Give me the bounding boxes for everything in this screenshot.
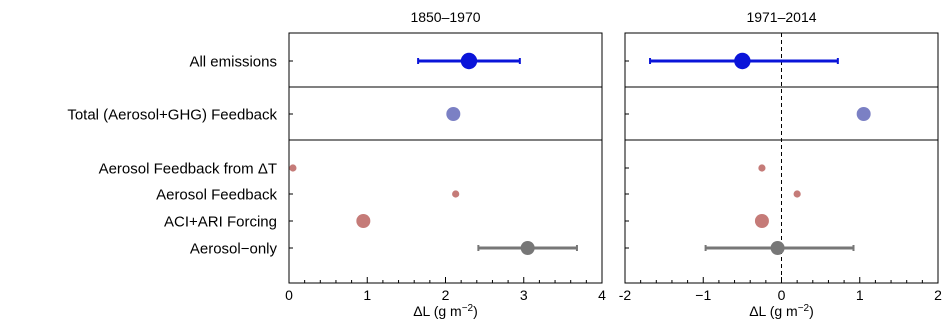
x-axis-label-exponent: −2 (798, 303, 810, 314)
x-axis-label-close: ) (473, 303, 478, 319)
panel-title: 1971–2014 (746, 9, 816, 25)
row-label: All emissions (189, 54, 277, 71)
x-axis-label-exponent: −2 (462, 303, 474, 314)
data-point (289, 164, 297, 172)
x-tick-label: −1 (695, 287, 711, 303)
data-point (734, 52, 751, 70)
panel-1971-2014: -2 −1 0 1 2 1971–2014 ΔL (g m−2) (619, 9, 942, 319)
row-label: Aerosol Feedback from ΔT (99, 161, 277, 178)
data-point (770, 241, 785, 255)
row-label: ACI+ARI Forcing (164, 214, 277, 231)
row-label: Aerosol Feedback (156, 187, 277, 204)
data-point (520, 241, 535, 255)
panel-title: 1850–1970 (410, 9, 480, 25)
x-tick-label: 2 (442, 287, 450, 303)
x-axis-label: ΔL (g m−2) (749, 303, 814, 319)
x-axis-label-close: ) (809, 303, 814, 319)
data-point (460, 52, 478, 70)
panel-1850-1970: 0 1 2 3 4 1850–1970 ΔL (g m−2) (285, 9, 606, 319)
x-tick-label: 3 (520, 287, 528, 303)
x-tick-label: 0 (285, 287, 293, 303)
x-axis-label-main: ΔL (g m (413, 303, 462, 319)
plot-frame (288, 32, 603, 284)
data-point (452, 190, 460, 198)
row-label: Total (Aerosol+GHG) Feedback (67, 107, 277, 124)
x-tick-label: -2 (619, 287, 632, 303)
x-axis-label: ΔL (g m−2) (413, 303, 478, 319)
data-point (356, 214, 371, 228)
x-tick-label: 1 (856, 287, 864, 303)
x-tick-label: 1 (363, 287, 371, 303)
x-axis-label-main: ΔL (g m (749, 303, 798, 319)
row-labels: All emissions Total (Aerosol+GHG) Feedbac… (67, 54, 277, 258)
data-point (758, 164, 766, 172)
data-point (446, 107, 461, 121)
x-tick-label: 4 (598, 287, 606, 303)
data-point (754, 214, 769, 228)
data-point (793, 190, 801, 198)
data-point (856, 107, 871, 121)
x-tick-label: 0 (778, 287, 786, 303)
x-tick-label: 2 (934, 287, 942, 303)
row-label: Aerosol−only (190, 241, 278, 258)
